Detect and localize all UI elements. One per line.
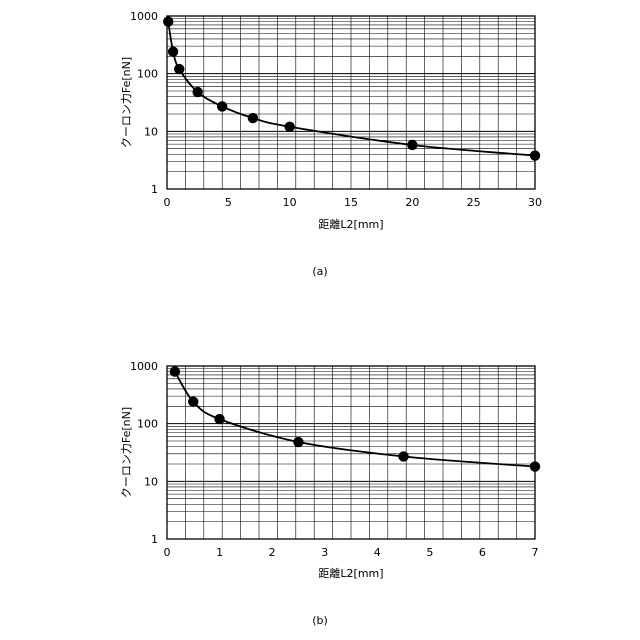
- data-point: [407, 140, 417, 150]
- data-point: [192, 87, 202, 97]
- x-tick-label: 1: [216, 546, 223, 559]
- figure-caption: (a): [312, 265, 327, 278]
- y-tick-label: 10: [144, 125, 158, 138]
- x-tick-label: 5: [225, 196, 232, 209]
- chart-a: 1 10 100 1000 0 5 10 15 20 25 30 距離L2[mm] クーロン力Fe[nN…: [120, 10, 542, 278]
- y-tick-label: 1000: [130, 360, 158, 373]
- y-axis-label: クーロン力Fe[nN]: [120, 57, 133, 148]
- y-tick-label: 1: [151, 183, 158, 196]
- x-tick-label: 3: [321, 546, 328, 559]
- data-point: [163, 16, 173, 26]
- data-point: [188, 397, 198, 407]
- figure-caption: (b): [312, 614, 328, 627]
- data-point: [530, 150, 540, 160]
- y-axis-label: クーロン力Fe[nN]: [120, 407, 133, 498]
- grid: [167, 366, 535, 539]
- data-point: [293, 437, 303, 447]
- y-tick-label: 100: [137, 418, 158, 431]
- x-tick-label: 4: [374, 546, 381, 559]
- data-point: [168, 47, 178, 57]
- x-tick-label: 10: [283, 196, 297, 209]
- data-point: [170, 366, 180, 376]
- y-tick-label: 100: [137, 68, 158, 81]
- y-tick-label: 10: [144, 475, 158, 488]
- x-tick-label: 7: [532, 546, 539, 559]
- data-point: [248, 113, 258, 123]
- x-tick-label: 25: [467, 196, 481, 209]
- data-point: [217, 101, 227, 111]
- y-tick-label: 1000: [130, 10, 158, 23]
- x-axis-label: 距離L2[mm]: [318, 566, 383, 580]
- data-point: [398, 451, 408, 461]
- x-tick-label: 15: [344, 196, 358, 209]
- y-tick-label: 1: [151, 533, 158, 546]
- x-axis-label: 距離L2[mm]: [318, 217, 383, 231]
- x-tick-label: 0: [164, 196, 171, 209]
- x-tick-label: 0: [164, 546, 171, 559]
- x-tick-label: 6: [479, 546, 486, 559]
- x-tick-label: 20: [405, 196, 419, 209]
- chart-b: 110100100001234567距離L2[mm]クーロン力Fe[nN](b): [120, 360, 540, 627]
- data-point: [530, 461, 540, 471]
- data-point: [284, 122, 294, 132]
- x-tick-label: 5: [426, 546, 433, 559]
- data-point: [214, 414, 224, 424]
- x-tick-label: 2: [269, 546, 276, 559]
- x-tick-label: 30: [528, 196, 542, 209]
- data-point: [174, 64, 184, 74]
